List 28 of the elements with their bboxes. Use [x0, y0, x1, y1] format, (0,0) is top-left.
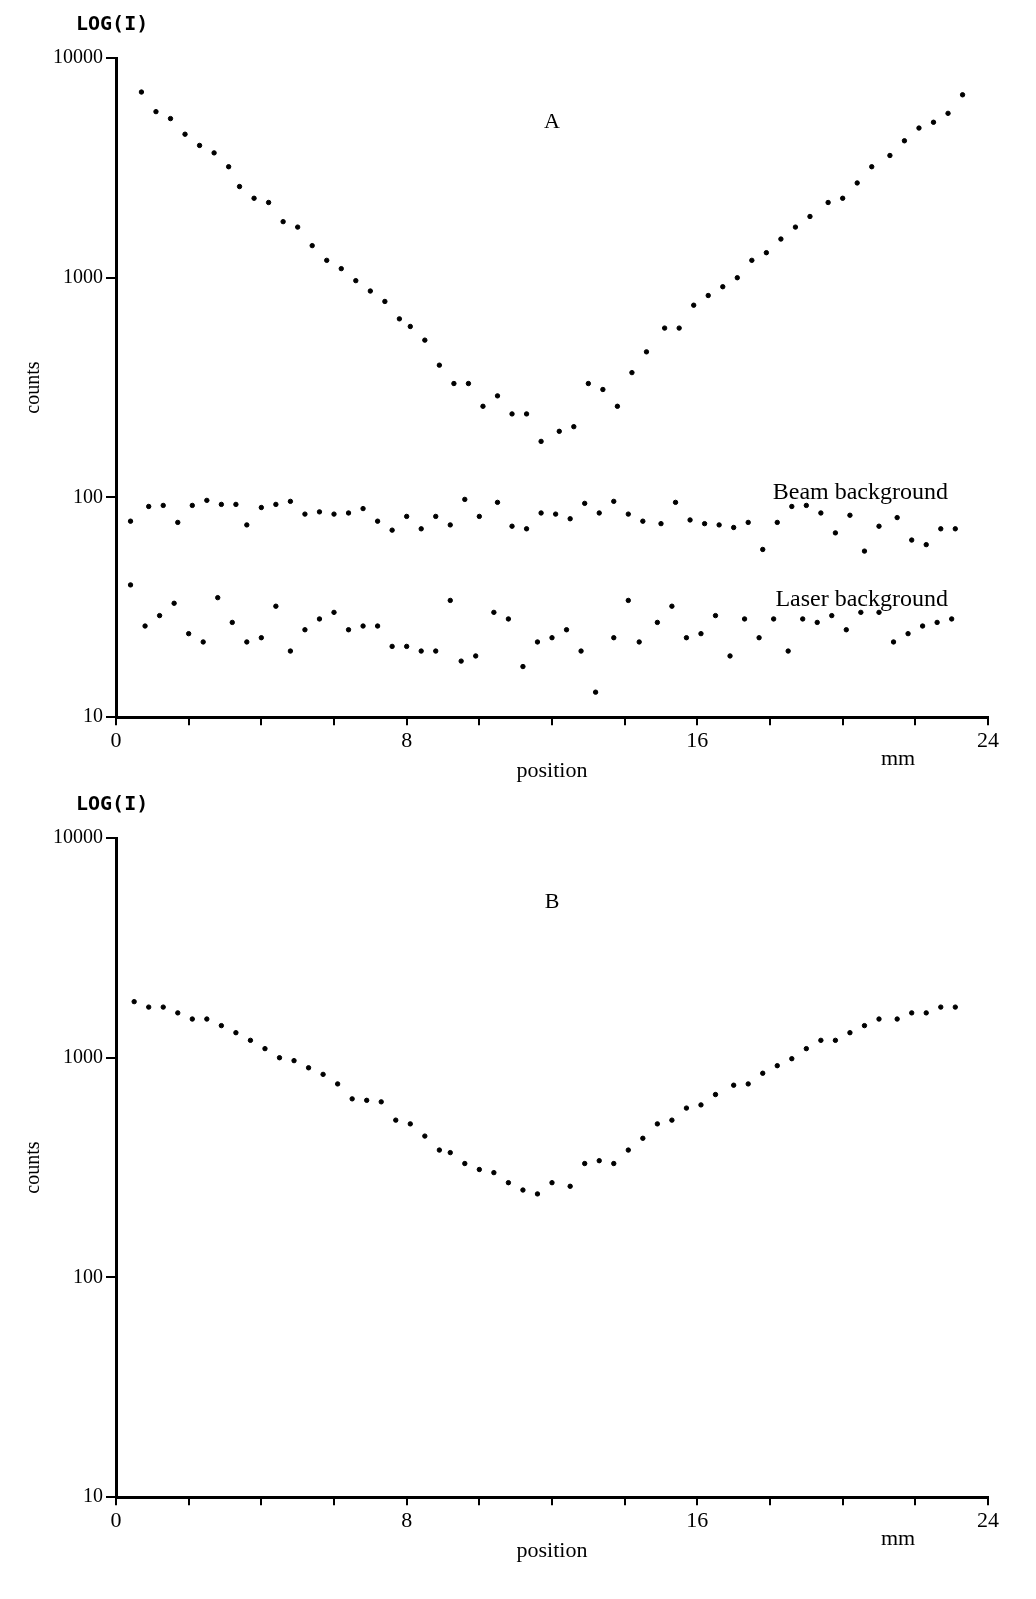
text: LOG(I)	[76, 791, 149, 815]
y-axis-title: counts	[21, 361, 44, 414]
x-axis-title: position	[516, 1536, 588, 1562]
x-tick-label: 16	[686, 1507, 709, 1533]
x-tick-label: 0	[110, 727, 122, 753]
y-tick-label: 1000	[63, 1044, 103, 1067]
text: B	[544, 888, 560, 913]
x-axis-title: position	[516, 756, 588, 782]
x-tick-label: 8	[401, 1507, 413, 1533]
y-tick-label: 10000	[53, 825, 103, 848]
x-tick-label: 24	[977, 1507, 999, 1533]
y-tick-label: 10	[83, 1484, 103, 1507]
y-tick-label: 1000	[63, 264, 103, 287]
y-tick-label: 10	[83, 704, 103, 727]
text: A	[544, 108, 561, 133]
text: Laser background	[775, 584, 948, 611]
text: Beam background	[772, 477, 948, 504]
x-tick-label: 16	[686, 727, 709, 753]
text: mm	[880, 1525, 916, 1551]
text: mm	[880, 745, 916, 771]
x-tick-label: 8	[401, 727, 413, 753]
y-tick-label: 100	[73, 484, 103, 507]
y-tick-label: 10000	[53, 45, 103, 68]
x-tick-label: 24	[977, 727, 999, 753]
y-axis-title: counts	[21, 1141, 44, 1194]
y-tick-label: 100	[73, 1264, 103, 1287]
text: LOG(I)	[76, 11, 149, 35]
x-tick-label: 0	[110, 1507, 122, 1533]
